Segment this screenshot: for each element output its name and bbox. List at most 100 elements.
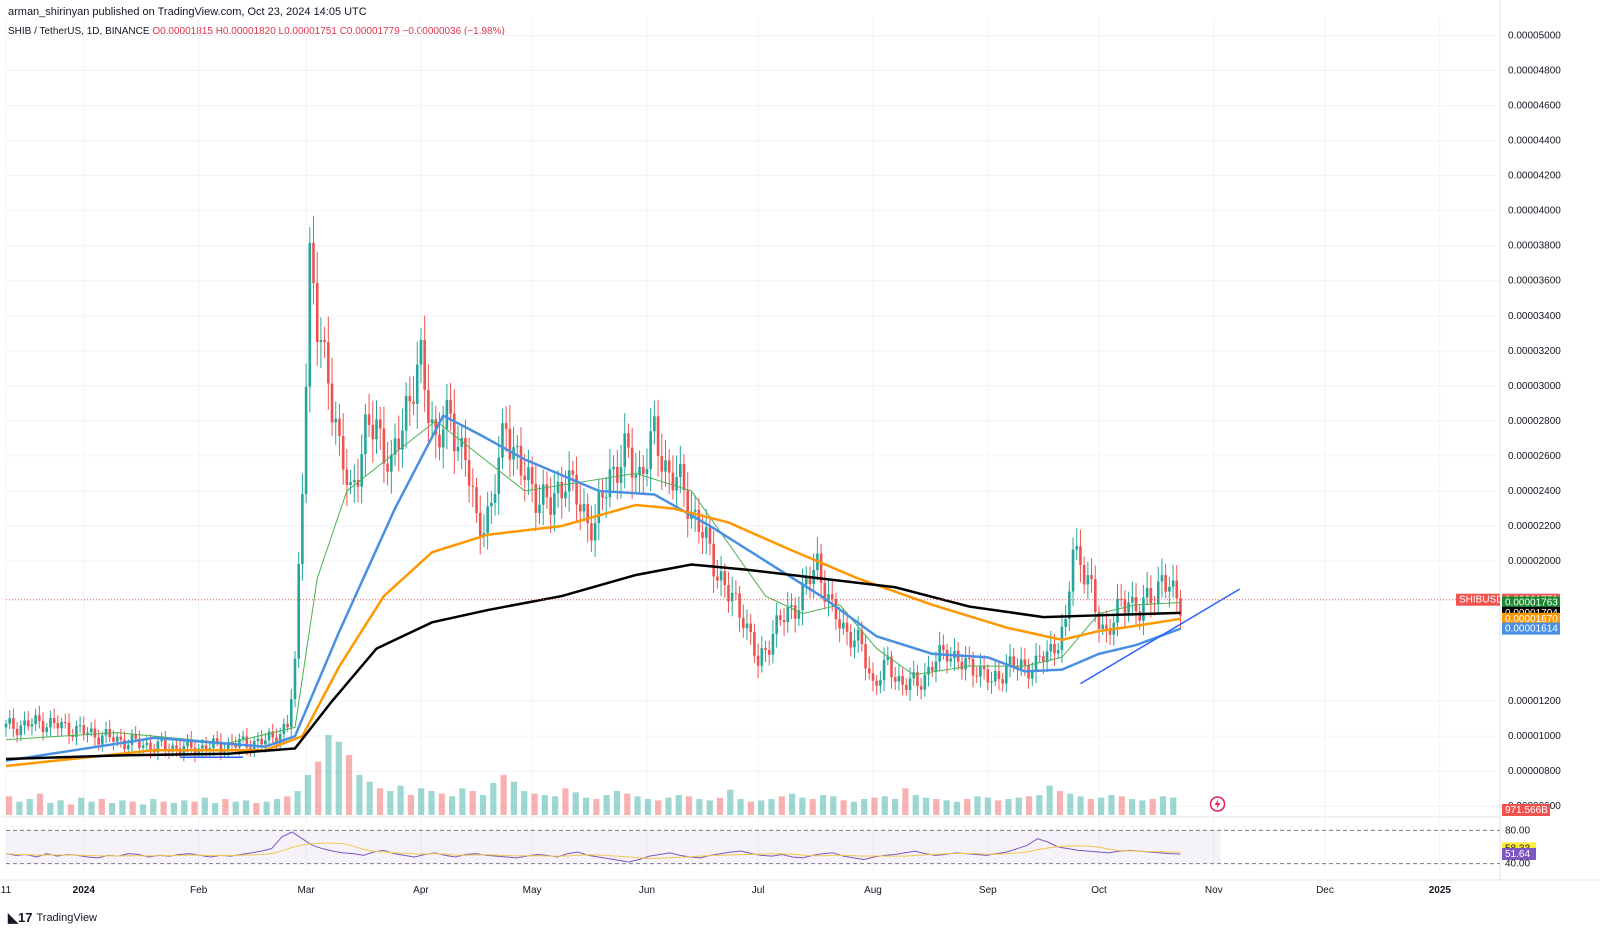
lightning-icon-glyph — [1214, 799, 1221, 809]
candle-body — [612, 466, 615, 470]
candle-body — [1105, 624, 1108, 629]
price-tick-label: 0.00004800 — [1508, 66, 1561, 77]
candle-body — [982, 665, 986, 670]
tradingview-logo[interactable]: ◣17 TradingView — [8, 910, 97, 926]
volume-bar — [315, 761, 322, 815]
volume-bar — [572, 792, 579, 815]
time-tick-label: May — [523, 885, 542, 896]
candle-body — [779, 615, 782, 620]
candle-body — [849, 631, 853, 648]
candle-body — [930, 666, 934, 671]
candle-body — [419, 339, 423, 365]
candle-body — [882, 660, 886, 680]
volume-bar — [16, 801, 23, 815]
price-tag-bg — [1502, 804, 1550, 816]
candle-body — [1156, 581, 1160, 604]
candle-body — [1138, 611, 1142, 621]
candle-body — [423, 339, 426, 390]
volume-bar — [727, 789, 734, 815]
candle-body — [201, 745, 204, 749]
candle-body — [175, 745, 178, 749]
volume-bar — [562, 788, 569, 815]
volume-bar — [541, 795, 548, 815]
candle-body — [349, 482, 352, 485]
candle-body — [545, 484, 549, 498]
price-tag-bg — [1456, 593, 1500, 606]
candle-body — [801, 584, 804, 611]
candle-body — [701, 531, 704, 538]
volume-bar — [150, 799, 157, 815]
candle-body — [338, 418, 341, 436]
candle-body — [490, 502, 493, 507]
candle-body — [864, 644, 867, 669]
volume-bar — [160, 801, 167, 815]
candle-body — [315, 283, 319, 342]
volume-bar — [675, 795, 682, 815]
candle-body — [215, 738, 219, 742]
price-tag-label: 0.00001670 — [1505, 614, 1558, 625]
candle-body — [667, 460, 671, 473]
candle-body — [393, 438, 397, 455]
candle-body — [1171, 580, 1175, 587]
price-tag-label: 0.00001614 — [1505, 624, 1558, 635]
volume-bar — [397, 785, 404, 815]
volume-bar — [119, 800, 126, 815]
candle-body — [986, 669, 990, 683]
candle-body — [71, 735, 74, 738]
volume-bar — [232, 801, 239, 815]
volume-bar — [129, 801, 136, 815]
candle-body — [171, 745, 175, 752]
volume-bar — [284, 796, 291, 815]
moving-average-line-3 — [5, 503, 1181, 768]
volume-bar — [366, 781, 373, 815]
candle-body — [112, 737, 115, 742]
volume-bar — [170, 803, 178, 815]
symbol-name: SHIB / TetherUS, 1D, BINANCE — [8, 26, 150, 37]
candle-body — [327, 342, 330, 384]
price-tag-bg — [1502, 612, 1560, 625]
candle-body — [686, 490, 690, 519]
volume-bar — [325, 735, 332, 815]
time-tick-label: Oct — [1091, 885, 1107, 896]
candle-body — [375, 419, 378, 440]
price-tag-bg — [1502, 622, 1560, 635]
candle-body — [964, 658, 967, 670]
candle-body — [30, 724, 34, 727]
candle-body — [1008, 656, 1012, 666]
volume-bar — [964, 799, 971, 815]
candle-body — [1093, 578, 1097, 612]
price-tick-label: 0.00000800 — [1508, 766, 1561, 777]
candle-body — [34, 715, 37, 725]
candle-body — [145, 742, 149, 746]
price-tick-label: 0.00003800 — [1508, 241, 1561, 252]
time-tick-label: 2024 — [73, 885, 96, 896]
volume-bar — [531, 793, 538, 815]
candle-body — [734, 592, 738, 594]
volume-bar — [984, 797, 991, 815]
price-tick-label: 0.00002400 — [1508, 486, 1561, 497]
candle-body — [267, 731, 271, 741]
candle-body — [438, 434, 441, 448]
candle-body — [901, 676, 904, 685]
lightning-icon[interactable] — [1209, 796, 1226, 812]
candle-body — [467, 460, 471, 486]
candle-body — [530, 467, 534, 484]
volume-bar — [36, 793, 44, 815]
candle-body — [45, 727, 49, 732]
candle-body — [760, 648, 764, 666]
candle-body — [227, 741, 230, 750]
candle-body — [786, 607, 790, 623]
candle-body — [653, 416, 656, 432]
volume-bar — [1087, 799, 1094, 815]
candle-body — [367, 414, 371, 425]
candle-body — [1175, 580, 1179, 599]
candle-body — [968, 658, 971, 660]
candle-body — [593, 523, 597, 541]
candle-body — [241, 736, 245, 739]
volume-bar — [1128, 799, 1136, 815]
volume-bar — [376, 788, 384, 815]
candle-body — [1023, 659, 1027, 666]
trend-line[interactable] — [1080, 588, 1241, 685]
candle-body — [1168, 586, 1171, 592]
